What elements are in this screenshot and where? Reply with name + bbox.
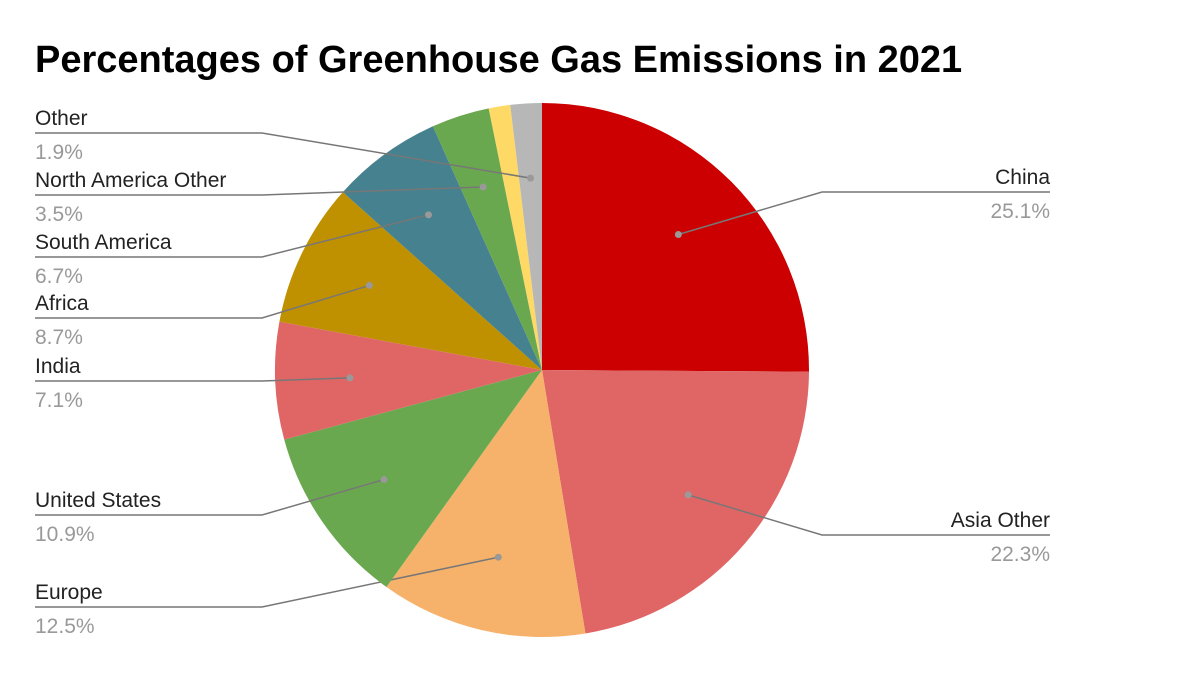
leader-line: [678, 191, 1050, 236]
leader-dot: [365, 281, 373, 289]
leader-line: [35, 377, 350, 382]
leader-dot: [674, 230, 682, 238]
leader-dot: [494, 553, 502, 561]
slice-label: Africa: [35, 292, 89, 315]
slice-label: China: [995, 166, 1050, 189]
slice-value-label: 22.3%: [990, 543, 1050, 566]
pie-slice: [542, 103, 809, 372]
leader-dot: [380, 476, 388, 484]
slice-label: North America Other: [35, 169, 226, 192]
leader-dot: [346, 374, 354, 382]
pie-slice: [432, 108, 542, 371]
slice-value-label: 7.1%: [35, 389, 83, 412]
leader-line: [35, 214, 429, 258]
pie-slice: [284, 370, 542, 587]
slice-value-label: 3.5%: [35, 203, 83, 226]
slice-label: Other: [35, 107, 88, 130]
pie-slice: [542, 370, 809, 634]
slice-label: Asia Other: [951, 509, 1050, 532]
leader-line: [35, 132, 531, 179]
pie-slice: [510, 103, 542, 370]
leader-dot: [425, 211, 433, 219]
slice-label: South America: [35, 231, 172, 254]
leader-dot: [527, 174, 535, 182]
leader-line: [687, 494, 1050, 536]
leader-line: [35, 556, 499, 608]
pie-slice: [488, 104, 542, 371]
leader-line: [35, 284, 370, 319]
pie-slice: [342, 126, 542, 371]
pie-slice: [275, 321, 542, 440]
slice-value-label: 6.7%: [35, 265, 83, 288]
leader-line: [35, 186, 484, 196]
slice-value-label: 8.7%: [35, 326, 83, 349]
leader-dot: [684, 491, 692, 499]
slice-value-label: 10.9%: [35, 523, 95, 546]
chart-title: Percentages of Greenhouse Gas Emissions …: [35, 39, 962, 81]
slice-label: India: [35, 355, 81, 378]
leader-dot: [479, 183, 487, 191]
slice-label: United States: [35, 489, 161, 512]
slice-value-label: 12.5%: [35, 615, 95, 638]
slice-value-label: 25.1%: [990, 200, 1050, 223]
slice-label: Europe: [35, 581, 103, 604]
leader-line: [35, 478, 385, 516]
slice-value-label: 1.9%: [35, 141, 83, 164]
